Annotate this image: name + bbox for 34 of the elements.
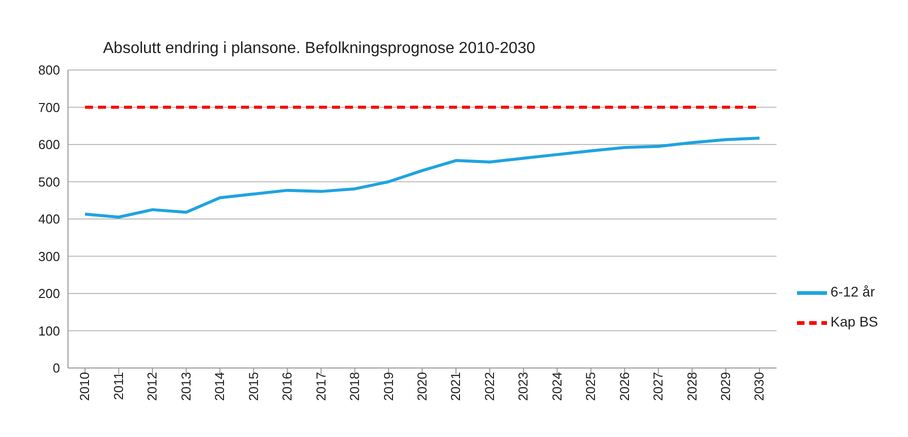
y-tick-label: 600: [38, 137, 60, 152]
x-tick-label: 2021: [448, 372, 464, 401]
x-tick-label: 2027: [650, 372, 666, 401]
legend-label: Kap BS: [830, 314, 878, 330]
x-tick-label: 2019: [380, 372, 396, 401]
y-tick-label: 700: [38, 100, 60, 115]
y-tick-label: 200: [38, 286, 60, 302]
x-tick-label: 2010: [77, 372, 92, 401]
x-tick-label: 2011: [110, 372, 126, 400]
x-tick-label: 2029: [718, 372, 734, 401]
y-tick-label: 300: [38, 248, 60, 264]
y-tick-label: 400: [38, 212, 60, 227]
x-tick-label: 2025: [583, 372, 598, 401]
x-tick-label: 2015: [246, 372, 261, 401]
x-tick-label: 2014: [212, 372, 228, 401]
x-tick-label: 2016: [280, 372, 295, 401]
y-tick-label: 800: [38, 62, 60, 78]
x-tick-label: 2028: [684, 372, 700, 401]
line-series: [84, 136, 762, 219]
x-tick-label: 2026: [616, 372, 632, 401]
x-tick-label: 2018: [347, 372, 362, 401]
x-tick-label: 2012: [144, 372, 160, 401]
x-tick-label: 2023: [516, 372, 531, 401]
x-tick-label: 2030: [752, 372, 767, 401]
x-tick-label: 2022: [482, 372, 497, 401]
chart-title: Absolutt endring i plansone. Befolkningsprognose 2010-2030: [103, 40, 536, 58]
y-tick-label: 100: [38, 323, 60, 338]
y-tick-label: 0: [52, 360, 60, 376]
x-tick-label: 2020: [414, 372, 430, 401]
x-tick-label: 2024: [549, 372, 564, 401]
legend-label: 6-12 år: [830, 284, 875, 300]
x-tick-label: 2017: [313, 372, 328, 401]
x-tick-label: 2013: [178, 372, 194, 401]
y-tick-label: 500: [38, 174, 60, 190]
